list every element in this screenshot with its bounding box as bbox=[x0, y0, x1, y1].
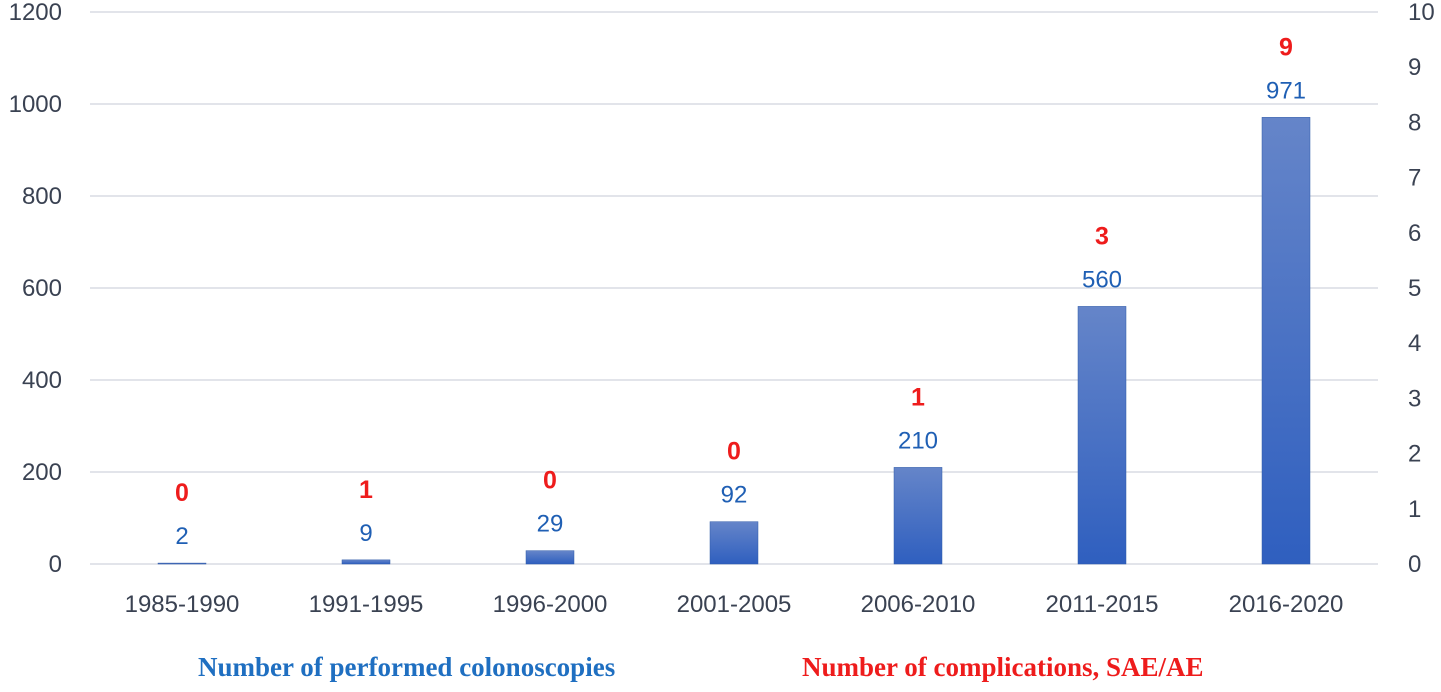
y-tick-label: 400 bbox=[22, 367, 62, 394]
y2-tick-label: 4 bbox=[1408, 330, 1421, 357]
y2-tick-label: 1 bbox=[1408, 496, 1421, 523]
x-tick-label: 1991-1995 bbox=[309, 591, 424, 618]
bar-value-label: 971 bbox=[1266, 77, 1306, 104]
y2-tick-label: 0 bbox=[1408, 551, 1421, 578]
bar bbox=[709, 521, 759, 565]
bars bbox=[157, 117, 1311, 565]
bar bbox=[893, 467, 943, 565]
y2-tick-label: 2 bbox=[1408, 441, 1421, 468]
y2-tick-label: 9 bbox=[1408, 54, 1421, 81]
complications-value-label: 1 bbox=[911, 383, 925, 411]
y2-tick-label: 6 bbox=[1408, 220, 1421, 247]
y-axis-left: 0 200 400 600 800 1000 1200 bbox=[9, 0, 62, 578]
bar-value-label: 560 bbox=[1082, 266, 1122, 293]
data-labels: 2 0 9 1 29 0 92 0 210 1 560 3 971 9 bbox=[175, 33, 1306, 550]
complications-value-label: 0 bbox=[543, 467, 557, 495]
x-tick-label: 2001-2005 bbox=[677, 591, 792, 618]
x-tick-label: 2016-2020 bbox=[1229, 591, 1344, 618]
bar-value-label: 210 bbox=[898, 427, 938, 454]
y-tick-label: 1200 bbox=[9, 0, 62, 26]
y2-tick-label: 7 bbox=[1408, 165, 1421, 192]
y2-tick-label: 8 bbox=[1408, 109, 1421, 136]
y-tick-label: 600 bbox=[22, 275, 62, 302]
y2-tick-label: 5 bbox=[1408, 275, 1421, 302]
y-tick-label: 0 bbox=[49, 551, 62, 578]
y2-tick-label: 10 bbox=[1408, 0, 1435, 26]
y-axis-right: 0 1 2 3 4 5 6 7 8 9 10 bbox=[1408, 0, 1435, 578]
x-tick-label: 1996-2000 bbox=[493, 591, 608, 618]
complications-value-label: 1 bbox=[359, 476, 373, 504]
bar bbox=[1261, 117, 1311, 565]
x-tick-label: 2011-2015 bbox=[1046, 591, 1159, 618]
legend-complications: Number of complications, SAE/AE bbox=[802, 652, 1204, 682]
complications-value-label: 9 bbox=[1279, 33, 1293, 61]
bar bbox=[525, 550, 575, 565]
bar bbox=[1077, 306, 1127, 565]
gridlines bbox=[90, 11, 1378, 565]
bar bbox=[157, 562, 207, 565]
complications-value-label: 0 bbox=[727, 438, 741, 466]
y-tick-label: 200 bbox=[22, 459, 62, 486]
x-tick-label: 2006-2010 bbox=[861, 591, 976, 618]
bar-value-label: 92 bbox=[721, 482, 748, 509]
bar-value-label: 9 bbox=[359, 520, 372, 547]
complications-value-label: 3 bbox=[1095, 222, 1109, 250]
bar-value-label: 29 bbox=[537, 511, 564, 538]
x-axis: 1985-1990 1991-1995 1996-2000 2001-2005 2006… bbox=[125, 591, 1344, 618]
x-tick-label: 1985-1990 bbox=[125, 591, 240, 618]
y-tick-label: 800 bbox=[22, 183, 62, 210]
y2-tick-label: 3 bbox=[1408, 385, 1421, 412]
bar bbox=[341, 559, 391, 565]
legend-colonoscopies: Number of performed colonoscopies bbox=[198, 652, 616, 682]
y-tick-label: 1000 bbox=[9, 91, 62, 118]
bar-value-label: 2 bbox=[175, 523, 188, 550]
complications-value-label: 0 bbox=[175, 479, 189, 507]
